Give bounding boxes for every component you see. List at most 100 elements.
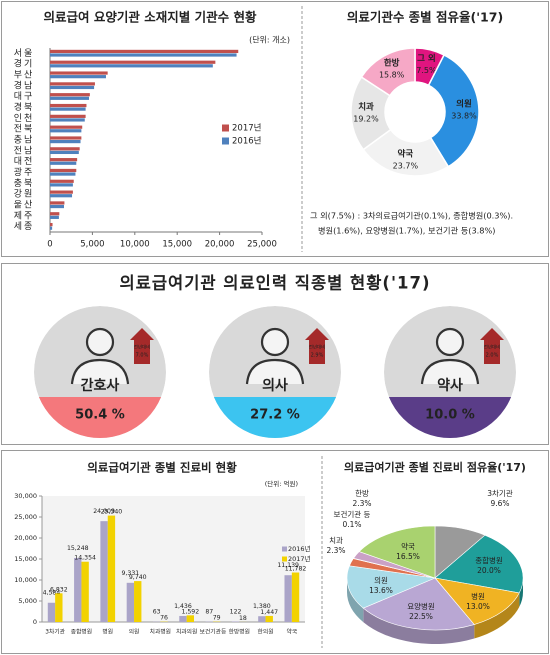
y-tick-label: 20,000: [14, 534, 37, 542]
bar: [81, 561, 89, 622]
legend-label: 2017년: [288, 554, 311, 563]
value-label: 25,340: [101, 509, 123, 516]
change-badge: [130, 328, 154, 364]
slice-label: 보건기관 등: [334, 509, 371, 519]
slice-value: 13.0%: [466, 602, 490, 611]
bar: [74, 557, 82, 622]
share-label: 10.0 %: [425, 408, 475, 423]
value-label: 4,584: [43, 590, 61, 597]
donut-slice: [360, 47, 416, 97]
bar: [179, 615, 187, 622]
legend-swatch: [222, 137, 229, 145]
pie-slice: [434, 577, 520, 625]
slice-value: 22.5%: [409, 612, 433, 621]
slice-value: 9.6%: [490, 499, 509, 508]
category-label: 경북: [14, 101, 35, 113]
bar: [50, 147, 80, 151]
pie-slice: [434, 534, 524, 594]
donut-slice: [427, 53, 480, 168]
value-label: 24,009: [93, 508, 115, 515]
chart-title: 의료기관수 종별 점유율('17): [347, 10, 503, 25]
bar: [50, 49, 239, 54]
bar: [50, 140, 81, 144]
slice-value: 0.1%: [342, 520, 361, 529]
value-label: 1,592: [181, 608, 199, 615]
bar: [265, 615, 273, 622]
bar: [50, 93, 90, 97]
slice-value: 19.2%: [353, 115, 379, 124]
x-tick-label: 약국: [287, 628, 298, 636]
category-label: 충남: [14, 135, 35, 146]
bar: [50, 114, 86, 118]
change-caption: 전년대비: [134, 344, 151, 351]
bar: [50, 212, 60, 216]
pie-slice: [358, 525, 436, 579]
slice-label: 3차기관: [487, 488, 513, 498]
bar: [100, 521, 108, 622]
change-caption: 전년대비: [484, 344, 501, 351]
category-label: 제주: [14, 210, 35, 221]
bar: [50, 129, 82, 133]
donut-slice: [362, 128, 450, 177]
bar: [50, 71, 108, 75]
category-label: 대전: [14, 156, 35, 167]
slice-label: 치과: [358, 102, 374, 113]
bar: [50, 179, 74, 183]
value-label: 1,447: [260, 609, 278, 616]
x-tick-label: 보건기관등: [200, 628, 227, 636]
category-label: 경남: [14, 79, 35, 91]
x-tick-label: 치과의원: [176, 628, 197, 636]
bar: [50, 168, 77, 173]
bar: [50, 75, 106, 79]
slice-value: 20.0%: [477, 566, 501, 575]
unit-note: (단위: 개소): [249, 35, 290, 45]
value-label: 63: [153, 609, 161, 616]
category-label: 전북: [14, 124, 35, 135]
pie-slice: [362, 577, 475, 631]
bar: [50, 96, 90, 100]
value-label: 11,782: [285, 566, 307, 573]
slice-value: 2.3%: [352, 499, 371, 508]
change-badge: [480, 328, 504, 364]
chart-title: 의료급여기관 종별 진료비 점유율('17): [344, 460, 526, 474]
x-tick-label: 종합병원: [71, 628, 92, 636]
x-tick-label: 25,000: [247, 240, 277, 250]
slice-value: 23.7%: [393, 162, 419, 171]
change-value: 7.0%: [136, 353, 149, 359]
value-label: 1,380: [253, 603, 271, 610]
bar: [107, 515, 116, 622]
x-tick-label: 15,000: [162, 240, 192, 250]
value-label: 122: [230, 608, 242, 615]
bar: [50, 183, 73, 187]
x-tick-label: 치과병원: [150, 628, 171, 636]
value-label: 87: [205, 609, 213, 616]
bar: [186, 615, 195, 622]
bar: [55, 593, 63, 622]
slice-label: 그 외: [417, 53, 436, 64]
x-tick-label: 한방병원: [229, 628, 250, 636]
bar: [50, 107, 86, 111]
footnote: 그 외(7.5%) : 3차의료급여기관(0.1%), 종합병원(0.3%).: [310, 211, 513, 221]
change-value: 2.0%: [486, 353, 499, 359]
slice-value: 33.8%: [451, 112, 477, 121]
value-label: 11,139: [277, 562, 299, 569]
bar: [50, 136, 82, 140]
slice-label: 종합병원: [475, 556, 503, 565]
category-label: 대구: [14, 91, 35, 102]
legend-label: 2017년: [232, 123, 261, 134]
legend-swatch: [222, 124, 229, 132]
slice-label: 약국: [398, 149, 414, 160]
x-tick-label: 20,000: [205, 240, 235, 250]
legend-swatch: [282, 546, 287, 552]
slice-label: 의원: [456, 99, 472, 110]
change-caption: 전년대비: [309, 344, 326, 351]
y-tick-label: 25,000: [14, 513, 37, 521]
bar: [50, 64, 213, 68]
icon-body: [420, 358, 480, 385]
panel-bottom: [1, 450, 549, 654]
slice-label: 한방: [384, 57, 400, 68]
share-label: 27.2 %: [250, 408, 300, 423]
change-value: 2.9%: [311, 353, 324, 359]
category-label: 광주: [14, 166, 35, 178]
